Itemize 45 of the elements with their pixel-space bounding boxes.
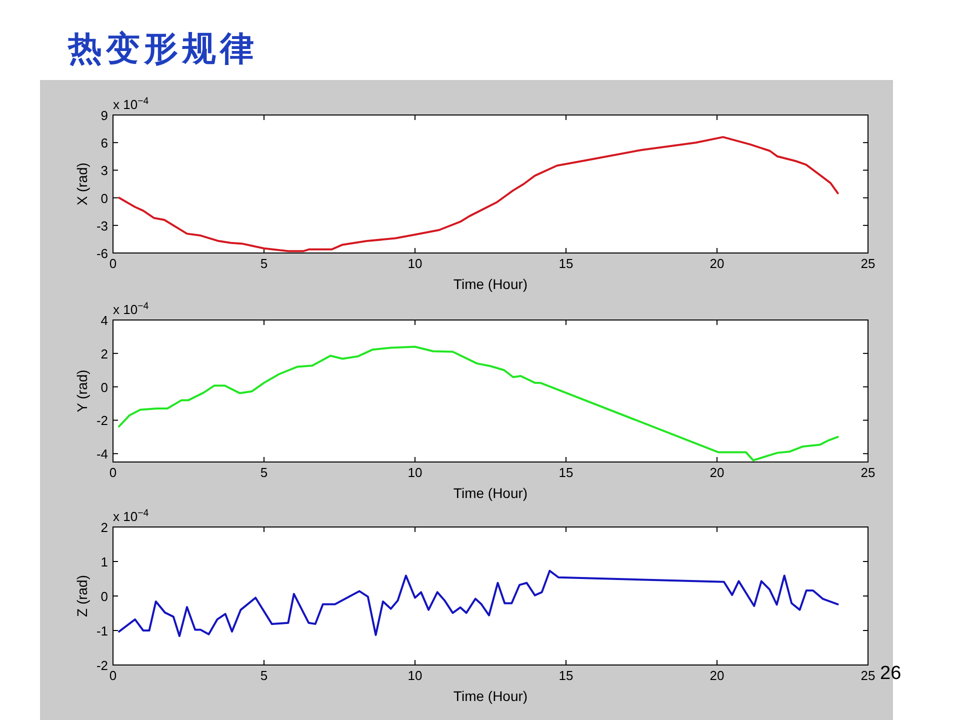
line-series bbox=[118, 136, 839, 252]
y-tick-label: -6 bbox=[96, 246, 108, 261]
line-series bbox=[118, 346, 839, 462]
y-tick-label: -4 bbox=[96, 446, 108, 462]
y-axis-title: X (rad) bbox=[74, 162, 90, 206]
line-series bbox=[118, 570, 839, 638]
y-tick-label: 3 bbox=[100, 163, 108, 178]
y-tick-label: 0 bbox=[100, 380, 108, 395]
text: x 10$^{−4}$ bbox=[113, 508, 150, 524]
chart-title: 热变形规律 bbox=[67, 29, 258, 69]
text: x 10$^{−4}$ bbox=[113, 300, 150, 317]
x-tick-label: 15 bbox=[558, 256, 574, 271]
y-tick-label: 4 bbox=[100, 313, 108, 328]
y-axis-title: Y (rad) bbox=[74, 370, 90, 412]
x-tick-label: 25 bbox=[860, 256, 876, 271]
x-tick-label: 25 bbox=[860, 668, 876, 683]
x-tick-label: 20 bbox=[710, 256, 724, 271]
y-tick-label: -2 bbox=[96, 658, 108, 673]
x-tick-label: 20 bbox=[710, 465, 724, 480]
x-tick-label: 5 bbox=[260, 256, 268, 271]
x-tick-label: 10 bbox=[408, 465, 422, 480]
x-tick-label: 20 bbox=[710, 668, 724, 683]
x-tick-label: 10 bbox=[408, 256, 422, 271]
y-tick-label: 6 bbox=[100, 136, 108, 151]
x-axis-title: Time (Hour) bbox=[453, 485, 528, 501]
x-tick-label: 5 bbox=[260, 668, 268, 683]
y-tick-label: -1 bbox=[96, 624, 108, 638]
y-tick-label: 2 bbox=[100, 346, 108, 362]
y-tick-label: 0 bbox=[100, 589, 108, 604]
y-tick-label: -3 bbox=[96, 218, 108, 234]
y-tick-label: 1 bbox=[100, 554, 108, 570]
x-tick-label: 25 bbox=[860, 465, 876, 480]
x-tick-label: 15 bbox=[558, 668, 574, 683]
x-tick-label: 5 bbox=[260, 465, 268, 480]
text: 26 bbox=[880, 663, 902, 684]
y-axis-title: Z (rad) bbox=[74, 575, 90, 617]
y-tick-label: -2 bbox=[96, 413, 108, 428]
y-tick-label: 2 bbox=[100, 520, 108, 535]
x-tick-label: 15 bbox=[558, 465, 574, 480]
text: x 10$^{−4}$ bbox=[113, 96, 150, 112]
x-axis-title: Time (Hour) bbox=[453, 276, 528, 292]
x-axis-title: Time (Hour) bbox=[453, 688, 528, 704]
y-tick-label: 0 bbox=[100, 190, 108, 206]
x-tick-label: 10 bbox=[408, 668, 422, 683]
y-tick-label: 9 bbox=[100, 108, 108, 123]
